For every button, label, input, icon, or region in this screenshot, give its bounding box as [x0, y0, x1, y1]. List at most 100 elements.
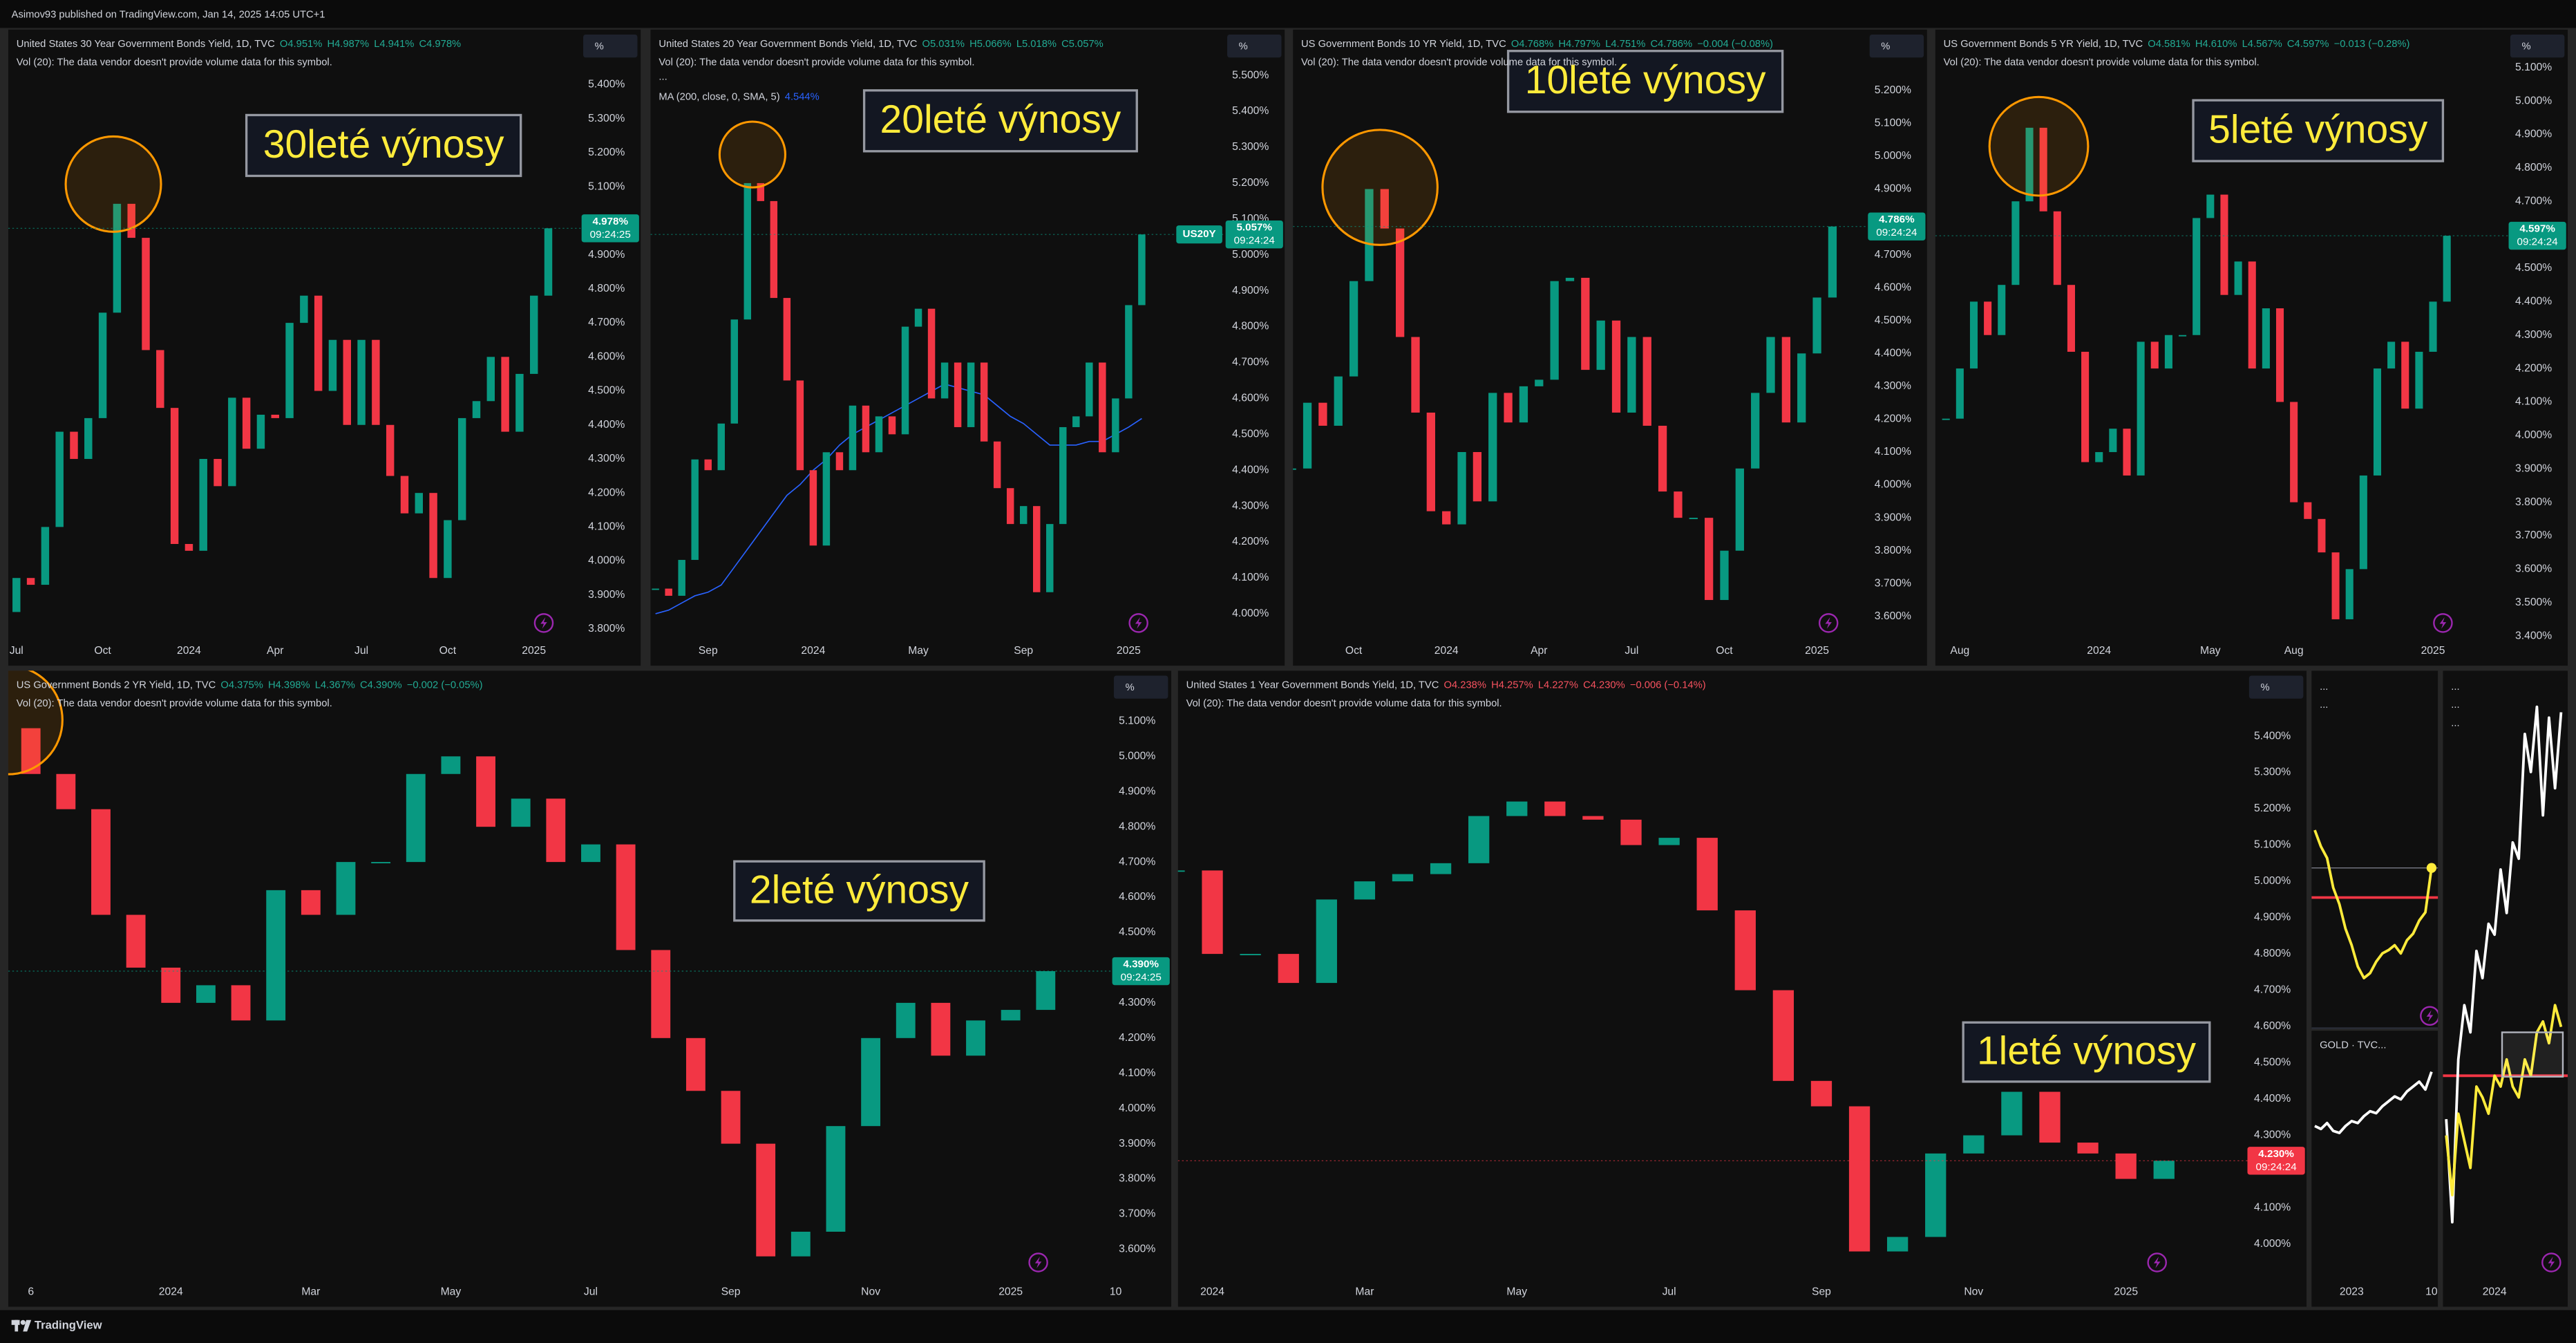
legend-value: H5.066%	[969, 39, 1012, 50]
chart-panel: 2024.........	[2443, 670, 2568, 1307]
candle-body	[1658, 425, 1667, 492]
price-tag-value: 4.978%	[592, 216, 628, 227]
y-tick-label: 4.300%	[2515, 329, 2552, 341]
chart-title: United States 20 Year Government Bonds Y…	[659, 39, 917, 50]
candle-body	[1202, 870, 1223, 955]
unit-button-label[interactable]: %	[1881, 41, 1890, 53]
y-tick-label: 4.800%	[1119, 820, 1155, 832]
candle-body	[1751, 393, 1760, 469]
panel-background	[8, 670, 1172, 1307]
unit-button[interactable]	[1113, 675, 1168, 699]
price-tag-countdown: 09:24:24	[2517, 236, 2559, 248]
unit-button[interactable]	[1869, 34, 1924, 58]
price-tag-countdown: 09:24:25	[590, 229, 631, 241]
unit-button[interactable]	[2248, 675, 2304, 699]
y-tick-label: 3.900%	[588, 589, 625, 601]
x-tick-label: May	[1506, 1286, 1527, 1297]
y-tick-label: 5.100%	[2515, 62, 2552, 73]
y-tick-label: 4.100%	[1119, 1067, 1155, 1079]
footer-logo	[11, 1319, 32, 1332]
candle-body	[2039, 1091, 2061, 1143]
candle-body	[2220, 194, 2228, 295]
unit-button[interactable]	[583, 34, 638, 58]
candle-body	[665, 588, 672, 596]
candle-body	[546, 798, 566, 863]
unit-button-label[interactable]: %	[1239, 41, 1248, 53]
y-tick-label: 4.700%	[1232, 357, 1269, 368]
candle-body	[84, 417, 93, 459]
candle-body	[343, 339, 351, 425]
candle-body	[386, 424, 395, 476]
chart-panel: 3.600% 3.700% 3.800% 3.900% 4.000% 4.100% 4.20…	[8, 670, 1172, 1307]
candle-body	[717, 423, 725, 471]
legend-value: L4.367%	[315, 680, 355, 691]
candle-body	[357, 339, 366, 425]
price-tag	[1112, 957, 1170, 986]
pane-menu: ...	[2320, 682, 2328, 693]
alert-icon-bolt	[2439, 617, 2447, 629]
x-tick-label: 2024	[801, 645, 825, 657]
y-tick-label: 4.000%	[1119, 1102, 1155, 1114]
candle-body	[1674, 491, 1683, 518]
price-tag-value: 4.390%	[1123, 959, 1159, 970]
chart-panel: ......	[2311, 670, 2438, 1029]
candle-body	[1735, 468, 1744, 551]
chart-title: GOLD · TVC...	[2320, 1040, 2386, 1051]
volume-note: Vol (20): The data vendor doesn't provid…	[17, 698, 332, 709]
x-tick-label: May	[2200, 645, 2221, 657]
candle-body	[529, 295, 538, 374]
candle-body	[1984, 301, 1992, 335]
unit-button-label[interactable]: %	[2261, 682, 2270, 693]
x-tick-label: Oct	[1716, 645, 1733, 657]
unit-button-label[interactable]: %	[595, 41, 604, 53]
candle-body	[2081, 351, 2090, 462]
y-tick-label: 4.700%	[2515, 195, 2552, 207]
y-tick-label: 3.800%	[588, 623, 625, 635]
candle-body	[415, 493, 423, 514]
y-tick-label: 5.300%	[1232, 141, 1269, 153]
chart-title: United States 1 Year Government Bonds Yi…	[1186, 680, 1439, 691]
candle-body	[1504, 393, 1513, 423]
candle-body	[1998, 285, 2006, 335]
x-tick-label: Oct	[94, 645, 111, 657]
x-tick-label: May	[441, 1286, 462, 1297]
candle-body	[1544, 801, 1566, 816]
candle-body	[1488, 393, 1497, 502]
x-tick-label: Aug	[2284, 645, 2304, 657]
candle-body	[228, 397, 236, 487]
y-tick-label: 3.900%	[1119, 1138, 1155, 1149]
candle-body	[744, 182, 752, 320]
x-tick-label: Mar	[1355, 1286, 1374, 1297]
highlight-circle	[1321, 129, 1439, 246]
candle-body	[56, 773, 76, 809]
candle-body	[1581, 277, 1590, 370]
candle-body	[1112, 398, 1119, 453]
panel-background	[2311, 670, 2438, 1029]
unit-button-label[interactable]: %	[1126, 682, 1135, 693]
candle-body	[826, 1126, 846, 1232]
legend-value: H4.610%	[2195, 39, 2237, 50]
y-tick-label: 5.400%	[1232, 105, 1269, 117]
y-tick-label: 4.200%	[1232, 536, 1269, 547]
unit-button[interactable]	[1227, 34, 1282, 58]
candle-body	[896, 1002, 916, 1038]
unit-button[interactable]	[2510, 34, 2565, 58]
publish-info: Asimov93 published on TradingView.com, J…	[12, 9, 325, 20]
y-tick-label: 4.600%	[1875, 281, 1911, 293]
y-tick-label: 4.100%	[588, 521, 625, 533]
candle-body	[1138, 234, 1146, 306]
candle-body	[2331, 552, 2340, 619]
y-tick-label: 5.200%	[1875, 84, 1911, 96]
candle-body	[1506, 801, 1528, 816]
x-tick-label: 2024	[177, 645, 201, 657]
x-tick-label: Sep	[1014, 645, 1033, 657]
chart-panel: 3.800% 3.900% 4.000% 4.100% 4.200% 4.300% 4.40…	[8, 29, 641, 666]
candle-body	[1411, 337, 1420, 413]
candle-body	[1177, 870, 1185, 872]
candle-body	[126, 914, 146, 968]
candle-body	[2275, 308, 2284, 402]
annotation-text: 1leté výnosy	[1977, 1029, 2197, 1073]
unit-button-label[interactable]: %	[2522, 41, 2531, 53]
legend-value: O4.375%	[220, 680, 263, 691]
range-box	[2501, 1031, 2564, 1078]
